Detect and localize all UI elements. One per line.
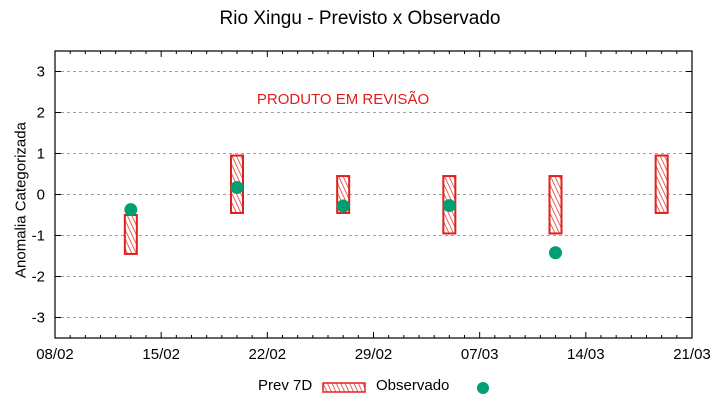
chart-title: Rio Xingu - Previsto x Observado (219, 8, 501, 29)
observado-point (124, 203, 138, 217)
observado-point (549, 246, 562, 260)
y-tick-label: -1 (32, 228, 45, 245)
axis-ticks: 3 2 1 0 -1 -2 -3 08/02 15/02 22/02 29/02 07/03 14/03… (32, 51, 711, 363)
y-tick-label: 0 (37, 187, 45, 204)
legend-prev-swatch (322, 382, 366, 393)
x-tick-label: 14/03 (567, 346, 605, 363)
y-tick-label: 3 (37, 64, 45, 81)
legend-obs-label: Observado (376, 377, 450, 394)
legend: Prev 7D Observado (0, 377, 720, 397)
x-tick-label: 22/02 (249, 346, 287, 363)
observado-point (230, 181, 244, 195)
legend-obs-marker (477, 382, 489, 394)
y-tick-label: 1 (37, 146, 45, 163)
observado-point (336, 199, 350, 213)
y-tick-label: -3 (32, 310, 45, 327)
legend-prev-label: Prev 7D (258, 377, 313, 394)
y-tick-label: 2 (37, 105, 45, 122)
x-tick-label: 15/02 (142, 346, 180, 363)
prev-7d-box (123, 214, 138, 255)
observado-series (124, 181, 562, 260)
x-tick-label: 07/03 (461, 346, 499, 363)
review-annotation: PRODUTO EM REVISÃO (257, 91, 429, 108)
x-tick-label: 29/02 (355, 346, 393, 363)
y-tick-label: -2 (32, 269, 45, 286)
grid (55, 71, 692, 318)
x-tick-label: 08/02 (36, 346, 74, 363)
observado-point (442, 199, 456, 213)
prev-7d-series (123, 154, 669, 255)
prev-7d-box (654, 154, 669, 214)
x-tick-label: 21/03 (673, 346, 711, 363)
prev-7d-box (548, 175, 563, 235)
